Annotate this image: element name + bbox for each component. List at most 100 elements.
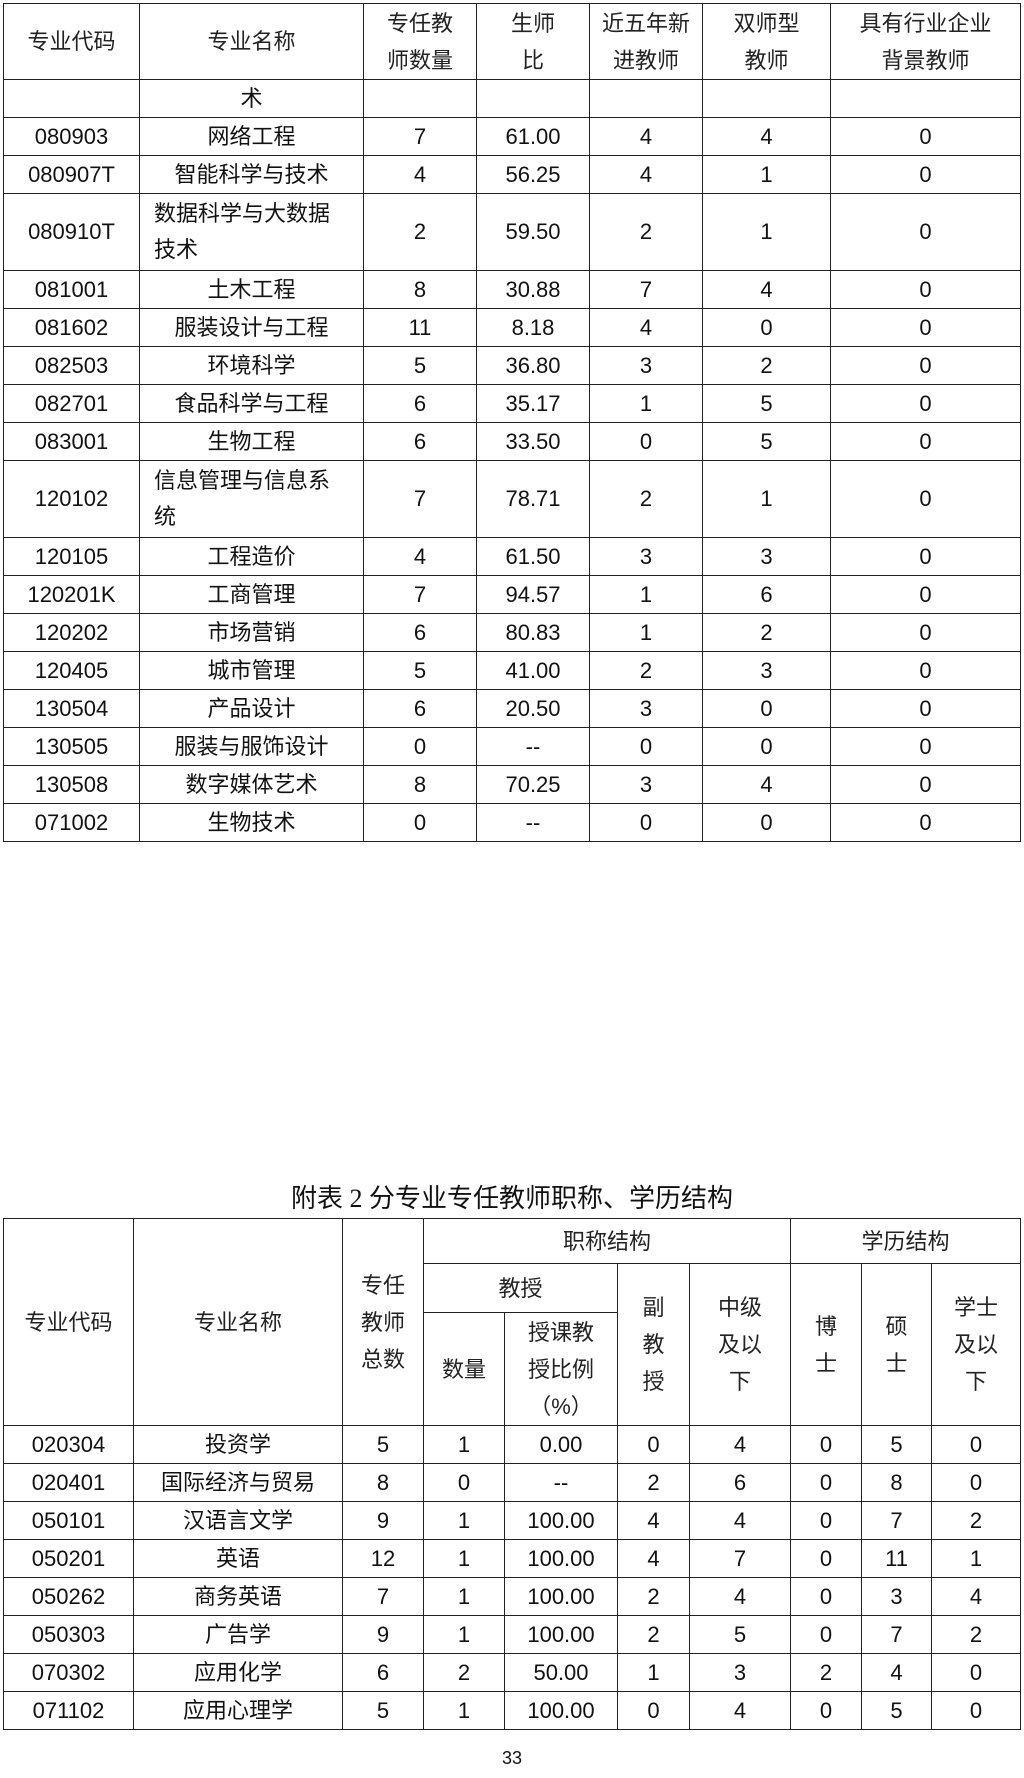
table-cell: 2	[931, 1501, 1022, 1540]
table-cell: 4	[688, 1425, 792, 1464]
title-education-table: 专业代码 专业名称 专任教师总数 职称结构 学历结构 教授 副教授 中级及以下 …	[3, 1218, 1022, 1730]
table-cell: 100.00	[504, 1539, 618, 1578]
table-cell: 080910T	[3, 193, 140, 271]
table-cell: 2	[423, 1653, 505, 1692]
table-cell: 0	[830, 727, 1021, 766]
table-cell: 071002	[3, 803, 140, 842]
table-cell: 6	[702, 575, 831, 614]
table-cell: 082503	[3, 346, 140, 385]
table-cell: 5	[688, 1615, 792, 1654]
table-cell: 2	[589, 460, 703, 538]
table-cell: 7	[363, 460, 477, 538]
header-phd: 博士	[790, 1263, 863, 1426]
table-cell: 应用心理学	[133, 1691, 343, 1730]
header-bachelor-text: 学士及以下	[954, 1295, 999, 1394]
table-cell: 33.50	[476, 422, 590, 461]
table-cell: 0	[790, 1539, 863, 1578]
header-name: 专业名称	[133, 1218, 343, 1426]
table-cell: 4	[702, 117, 831, 156]
table-cell: 2	[589, 651, 703, 690]
table-cell: 1	[423, 1577, 505, 1616]
table-cell: 35.17	[476, 384, 590, 423]
header-code: 专业代码	[3, 1218, 134, 1426]
table-cell: 7	[861, 1501, 933, 1540]
table-cell: 8	[861, 1463, 933, 1502]
table-cell: 0	[830, 537, 1021, 576]
table-cell: 1	[423, 1615, 505, 1654]
header-total: 专任教师总数	[342, 1218, 424, 1426]
header-cell: 专业名称	[139, 3, 364, 80]
header-cell: 具有行业企业背景教师	[830, 3, 1021, 80]
table-cell	[830, 79, 1021, 118]
header-text: 专业名称	[207, 29, 296, 54]
table-cell: 5	[702, 422, 831, 461]
table-cell: 5	[363, 651, 477, 690]
table-cell	[702, 79, 831, 118]
table-cell: 94.57	[476, 575, 590, 614]
table-cell: 0	[589, 422, 703, 461]
table-cell: 0	[617, 1425, 690, 1464]
table-cell: 9	[342, 1615, 424, 1654]
table-cell: 应用化学	[133, 1653, 343, 1692]
table-cell: 英语	[133, 1539, 343, 1578]
staff-table-continued: 专业代码 专业名称 专任教师数量 生师比 近五年新进教师 双师型教师 具有行业企业背景教师术…	[3, 3, 1021, 842]
table-cell: 4	[363, 155, 477, 194]
table-cell: 4	[702, 765, 831, 804]
table-cell: 4	[363, 537, 477, 576]
table-cell: 0	[589, 803, 703, 842]
table-cell: --	[504, 1463, 618, 1502]
table-cell: 4	[861, 1653, 933, 1692]
header-text: 近五年新进教师	[601, 10, 690, 73]
table-cell: 4	[589, 117, 703, 156]
table-cell: 食品科学与工程	[139, 384, 364, 423]
table-cell: 120102	[3, 460, 140, 538]
table-cell: 020304	[3, 1425, 134, 1464]
table-cell: 070302	[3, 1653, 134, 1692]
continuation-row: 术	[3, 79, 1021, 118]
table-cell: 0	[830, 384, 1021, 423]
table-cell: 050262	[3, 1577, 134, 1616]
table-cell: 120105	[3, 537, 140, 576]
table-cell: 0	[830, 155, 1021, 194]
table-cell: 0	[423, 1463, 505, 1502]
table-cell: 8	[342, 1463, 424, 1502]
table-cell: 4	[702, 270, 831, 309]
table-row: 071002 生物技术 0 -- 0 0 0	[3, 803, 1021, 842]
table-cell: 082701	[3, 384, 140, 423]
table-cell: 6	[342, 1653, 424, 1692]
table-cell: 1	[423, 1691, 505, 1730]
header-text: 生师比	[510, 10, 555, 73]
table-cell: 1	[423, 1425, 505, 1464]
table-cell: 0	[702, 727, 831, 766]
table-row: 130505 服装与服饰设计 0 -- 0 0 0	[3, 727, 1021, 766]
table-row: 081602 服装设计与工程 11 8.18 4 0 0	[3, 308, 1021, 347]
header-prof-ratio: 授课教授比例（%）	[504, 1312, 618, 1426]
table-cell: 2	[702, 613, 831, 652]
table-row: 082503 环境科学 5 36.80 3 2 0	[3, 346, 1021, 385]
table-cell: 2	[617, 1577, 690, 1616]
table-cell: 120405	[3, 651, 140, 690]
table-cell: 0	[790, 1691, 863, 1730]
table-cell: 61.00	[476, 117, 590, 156]
table-cell: 3	[702, 651, 831, 690]
table-cell: 土木工程	[139, 270, 364, 309]
table-cell: 1	[931, 1539, 1022, 1578]
table-cell: 0	[830, 308, 1021, 347]
table-cell: 20.50	[476, 689, 590, 728]
table-row: 080910T 数据科学与大数据技术 2 59.50 2 1 0	[3, 193, 1021, 271]
header-text: 双师型教师	[733, 10, 800, 73]
table-cell: 4	[617, 1539, 690, 1578]
table-cell: 国际经济与贸易	[133, 1463, 343, 1502]
header-row: 专业代码 专业名称 专任教师数量 生师比 近五年新进教师 双师型教师 具有行业企业背景教师	[3, 3, 1021, 80]
table-cell: 3	[589, 765, 703, 804]
table-cell	[3, 79, 140, 118]
table-row: 081001 土木工程 8 30.88 7 4 0	[3, 270, 1021, 309]
table-cell: 0	[931, 1691, 1022, 1730]
header-text: 专任教师数量	[386, 10, 453, 73]
table-row: 020401 国际经济与贸易 8 0 -- 2 6 0 8 0	[3, 1463, 1022, 1502]
table-cell: 7	[342, 1577, 424, 1616]
table-cell	[476, 79, 590, 118]
table-cell: 0	[589, 727, 703, 766]
table-cell	[363, 79, 477, 118]
table-cell: 8.18	[476, 308, 590, 347]
